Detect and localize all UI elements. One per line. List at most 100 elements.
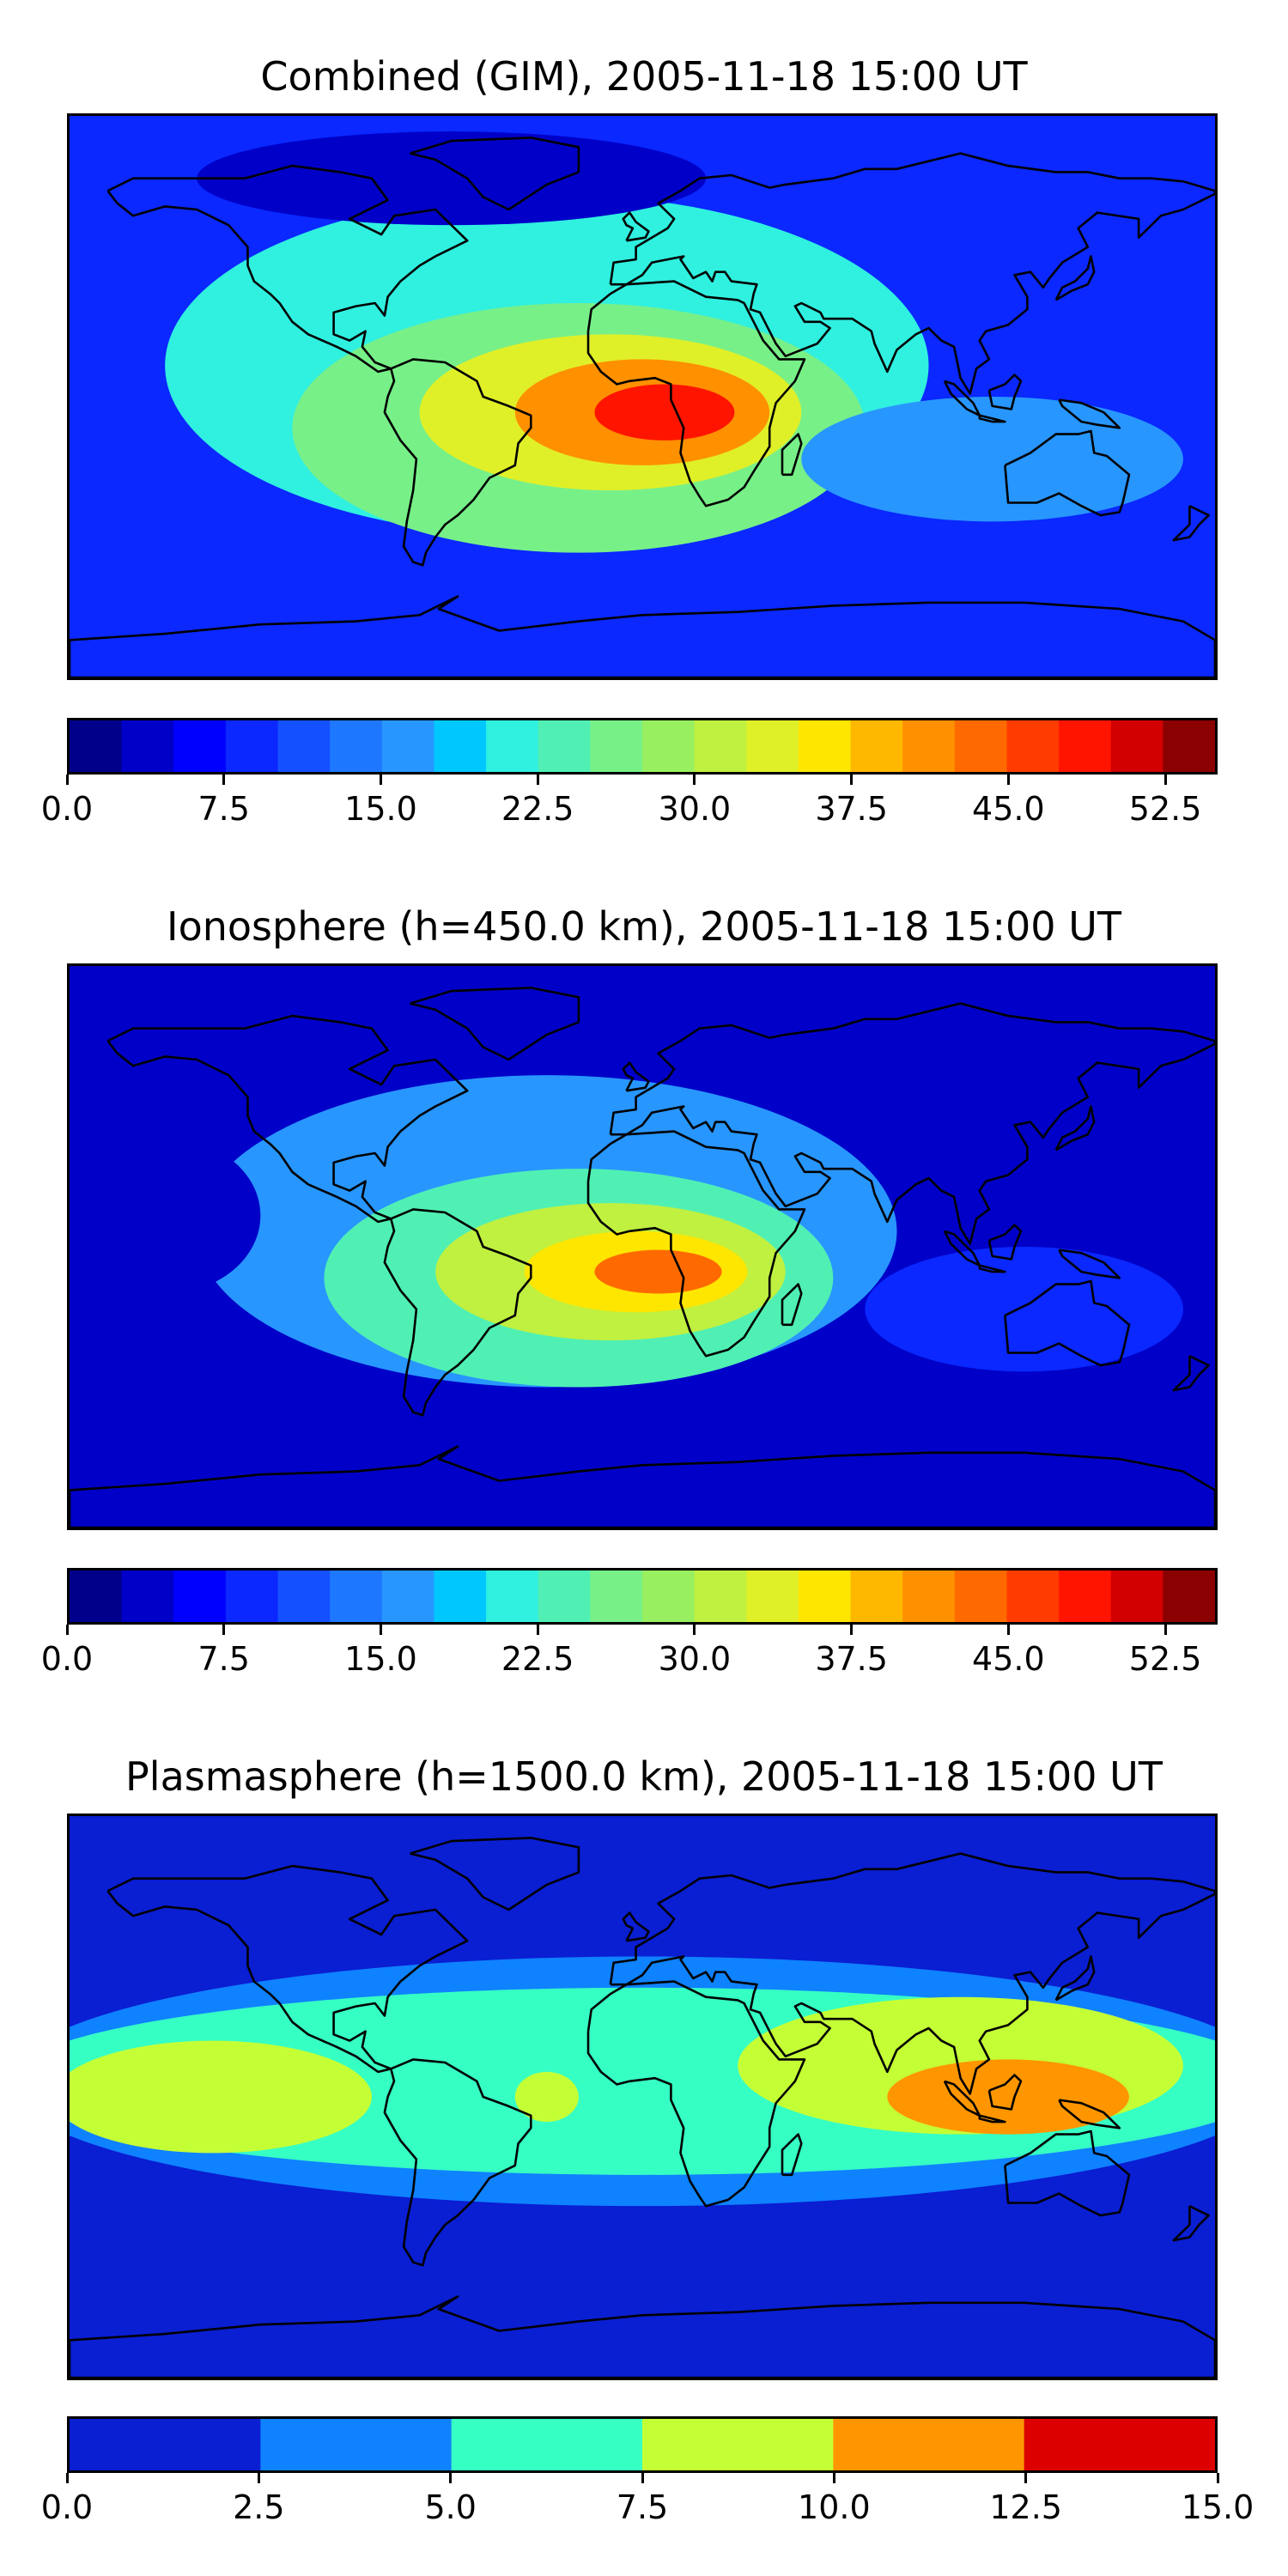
tick-mark bbox=[65, 2473, 69, 2483]
tick-mark bbox=[1006, 1625, 1010, 1635]
colorbar bbox=[67, 718, 1218, 775]
tec-contour bbox=[887, 2059, 1129, 2135]
colorbar-swatch bbox=[173, 720, 227, 772]
colorbar-swatch bbox=[486, 720, 539, 772]
tec-map bbox=[70, 116, 1215, 677]
colorbar-swatch bbox=[277, 720, 331, 772]
tick-mark bbox=[850, 1625, 854, 1635]
coastline bbox=[1054, 1955, 1096, 2002]
tec-contour bbox=[594, 384, 735, 440]
coastline bbox=[106, 1864, 469, 2074]
coastline bbox=[70, 1445, 1215, 1528]
colorbar-swatch bbox=[694, 1571, 747, 1622]
colorbar-swatch bbox=[1163, 720, 1215, 772]
tec-map bbox=[70, 1816, 1215, 2378]
colorbar-swatch bbox=[538, 720, 591, 772]
colorbar-swatch bbox=[434, 720, 487, 772]
tec-contour bbox=[594, 1249, 722, 1294]
tick-label: 30.0 bbox=[658, 790, 732, 828]
tec-contour bbox=[801, 397, 1183, 522]
coastline bbox=[978, 2114, 1006, 2123]
colorbar-swatch bbox=[954, 720, 1008, 772]
tick-label: 30.0 bbox=[658, 1640, 732, 1678]
tick-label: 7.5 bbox=[197, 1640, 250, 1678]
tick-mark bbox=[379, 775, 382, 785]
colorbar-ticks: 0.0 7.5 15.0 22.5 30.0 37.5 45.0 52.5 bbox=[41, 1625, 1218, 1678]
panel-title: Combined (GIM), 2005-11-18 15:00 UT bbox=[260, 53, 1028, 100]
colorbar-swatch bbox=[381, 1571, 435, 1622]
coastline bbox=[609, 1852, 1215, 2095]
colorbar-swatch bbox=[954, 1571, 1008, 1622]
colorbar-swatch bbox=[694, 720, 747, 772]
colorbar-swatch bbox=[1110, 720, 1163, 772]
colorbar-swatch bbox=[486, 1571, 539, 1622]
colorbar-swatch bbox=[642, 2419, 834, 2470]
colorbar-swatch bbox=[1024, 2419, 1215, 2470]
coastline bbox=[1058, 398, 1121, 429]
colorbar-swatch bbox=[1110, 1571, 1163, 1622]
coastline bbox=[622, 1061, 650, 1092]
tick-mark bbox=[536, 775, 539, 785]
coastline bbox=[106, 164, 469, 374]
colorbar-swatch bbox=[121, 720, 174, 772]
colorbar-swatch bbox=[798, 720, 852, 772]
tec-contour bbox=[865, 1247, 1183, 1372]
colorbar-swatch bbox=[381, 720, 435, 772]
coastline bbox=[1058, 1249, 1121, 1279]
colorbar-swatch bbox=[260, 2419, 453, 2470]
tick-label: 15.0 bbox=[344, 1640, 417, 1678]
coastline bbox=[1172, 505, 1210, 542]
panel-title: Ionosphere (h=450.0 km), 2005-11-18 15:0… bbox=[167, 903, 1121, 950]
colorbar-swatches bbox=[70, 2419, 1215, 2470]
colorbar-swatches bbox=[70, 1571, 1215, 1622]
colorbar bbox=[67, 1568, 1218, 1625]
colorbar-swatch bbox=[70, 1571, 123, 1622]
coastline bbox=[1172, 1355, 1210, 1392]
tick-mark bbox=[1163, 1625, 1167, 1635]
tick-mark bbox=[65, 775, 69, 785]
coastline bbox=[609, 1002, 1215, 1245]
colorbar-swatch bbox=[902, 1571, 956, 1622]
colorbar-swatch bbox=[70, 720, 123, 772]
colorbar-ticks: 0.0 7.5 15.0 22.5 30.0 37.5 45.0 52.5 bbox=[41, 775, 1218, 828]
coastline bbox=[70, 595, 1215, 677]
colorbar-swatch bbox=[121, 1571, 174, 1622]
coastline bbox=[70, 2295, 1215, 2378]
colorbar-swatch bbox=[1163, 1571, 1215, 1622]
tick-mark bbox=[536, 1625, 539, 1635]
tick-label: 0.0 bbox=[40, 790, 94, 828]
colorbar-swatch bbox=[850, 720, 903, 772]
tick-label: 7.5 bbox=[197, 790, 250, 828]
colorbar-swatch bbox=[173, 1571, 227, 1622]
colorbar-swatch bbox=[330, 1571, 383, 1622]
tick-label: 12.5 bbox=[989, 2488, 1062, 2526]
colorbar-swatch bbox=[590, 720, 643, 772]
colorbar-swatch bbox=[642, 720, 696, 772]
tick-label: 52.5 bbox=[1128, 790, 1202, 828]
tick-label: 10.0 bbox=[798, 2488, 871, 2526]
coastline bbox=[987, 1224, 1023, 1261]
coastline bbox=[1004, 1279, 1131, 1367]
coastline bbox=[1054, 255, 1096, 301]
colorbar-swatch bbox=[1059, 720, 1112, 772]
colorbar-swatch bbox=[330, 720, 383, 772]
coastline bbox=[1004, 2129, 1131, 2217]
tick-mark bbox=[65, 1625, 69, 1635]
coastline bbox=[106, 1014, 469, 1224]
colorbar-swatch bbox=[1006, 1571, 1060, 1622]
colorbar-swatch bbox=[902, 720, 956, 772]
colorbar-swatch bbox=[70, 2419, 261, 2470]
coastline bbox=[1172, 2205, 1210, 2242]
tick-label: 2.5 bbox=[233, 2488, 285, 2526]
tick-mark bbox=[850, 775, 854, 785]
tick-mark bbox=[222, 775, 226, 785]
tick-label: 15.0 bbox=[344, 790, 417, 828]
coastline bbox=[586, 1980, 806, 2208]
coastline bbox=[1058, 2099, 1121, 2129]
map-panel bbox=[67, 963, 1218, 1530]
colorbar-swatch bbox=[277, 1571, 331, 1622]
tick-label: 45.0 bbox=[972, 790, 1045, 828]
coastline bbox=[609, 152, 1215, 395]
coastline bbox=[1004, 429, 1131, 517]
colorbar-swatch bbox=[1059, 1571, 1112, 1622]
